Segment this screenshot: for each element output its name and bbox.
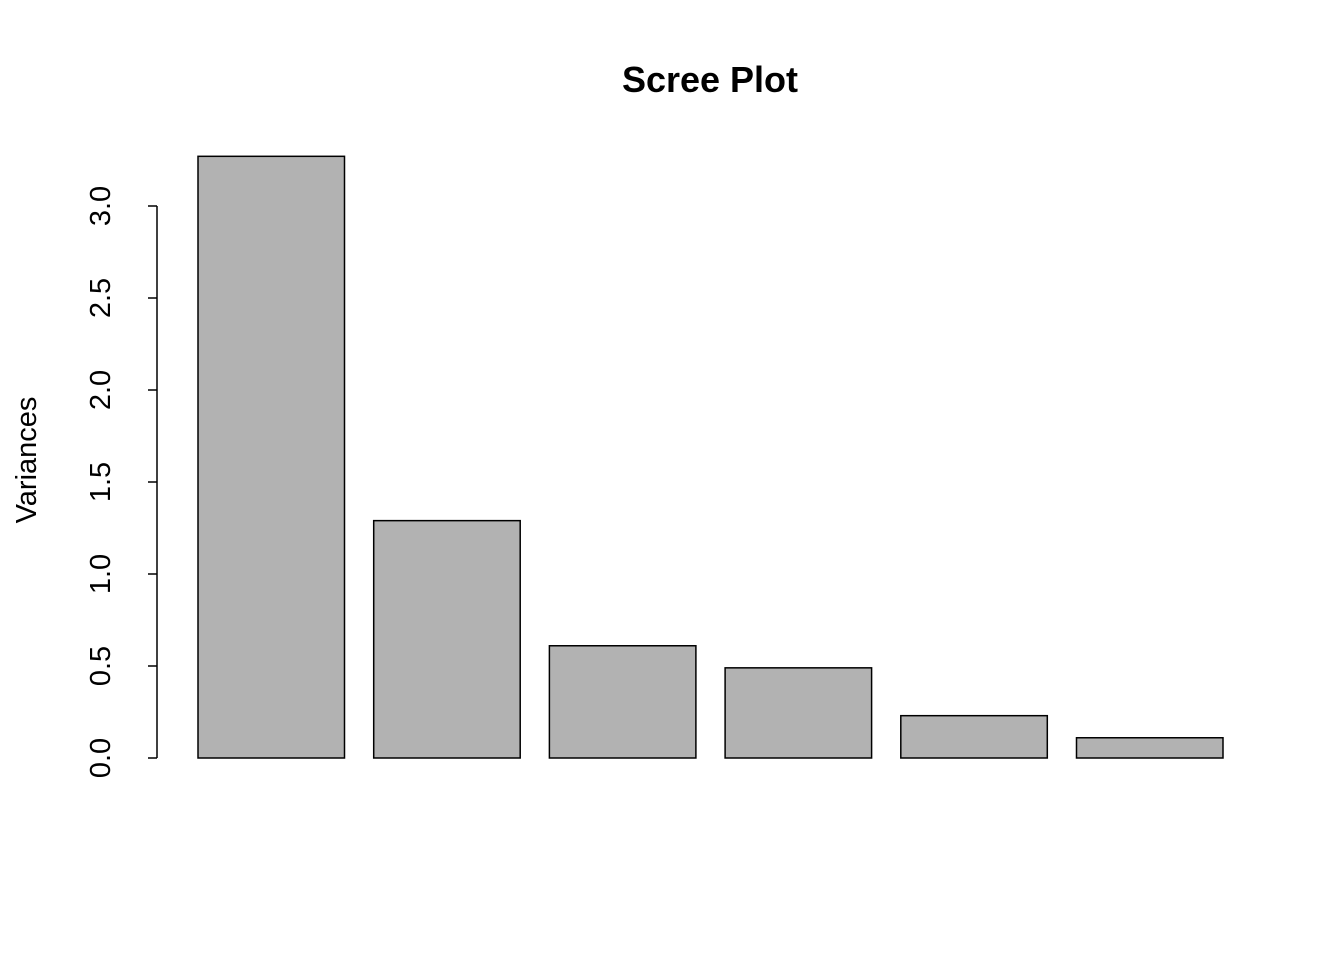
bar bbox=[900, 714, 1049, 759]
y-axis-label: Variances bbox=[11, 397, 43, 524]
bar bbox=[197, 155, 346, 759]
y-tick-label: 1.5 bbox=[85, 462, 117, 502]
y-tick-label: 3.0 bbox=[85, 186, 117, 226]
y-tick-label: 2.5 bbox=[85, 278, 117, 318]
bar bbox=[1075, 737, 1224, 759]
y-tick-label: 0.0 bbox=[85, 738, 117, 778]
y-tick-label: 2.0 bbox=[85, 370, 117, 410]
y-tick-label: 1.0 bbox=[85, 554, 117, 594]
bar bbox=[724, 667, 873, 759]
bar bbox=[548, 645, 697, 759]
y-tick-label: 0.5 bbox=[85, 646, 117, 686]
bar bbox=[372, 519, 521, 759]
chart-title: Scree Plot bbox=[622, 59, 798, 100]
